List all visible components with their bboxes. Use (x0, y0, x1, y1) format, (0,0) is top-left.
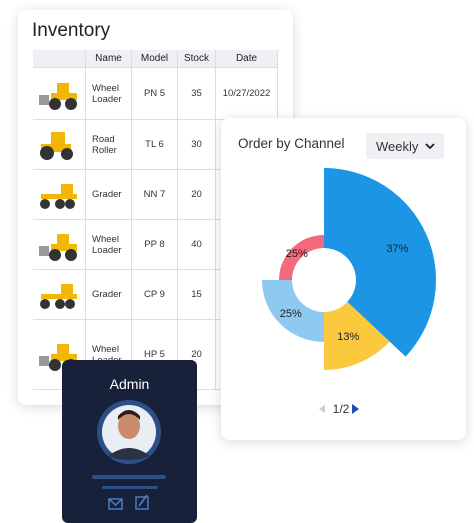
next-page[interactable] (352, 404, 359, 414)
header-cell: Name (86, 50, 132, 68)
admin-graphics (92, 400, 166, 510)
header-cell: Date (216, 50, 278, 68)
image-cell (33, 68, 86, 120)
pie-slice (262, 280, 324, 342)
slice-label: 25% (280, 308, 302, 320)
table-cell: Wheel Loader (86, 68, 132, 120)
prev-page[interactable] (319, 405, 325, 413)
table-cell: TL 6 (132, 120, 178, 170)
period-dropdown[interactable]: Weekly (366, 133, 444, 159)
order-card: Order by Channel Weekly 1/2 37% 13% 25% 25% (221, 118, 466, 440)
mail-icon[interactable] (108, 498, 123, 510)
equipment-icon (39, 82, 77, 110)
table-cell: CP 9 (132, 270, 178, 320)
chevron (425, 143, 436, 150)
pie-slice (324, 301, 390, 370)
slice-label: 37% (386, 243, 408, 255)
equipment-icon (40, 183, 77, 209)
dropdown-label: Weekly (376, 138, 419, 154)
image-cell (33, 120, 86, 170)
slice-label: 13% (337, 331, 359, 343)
table-cell: 15 (178, 270, 216, 320)
image-cell (33, 220, 86, 270)
table-cell: NN 7 (132, 170, 178, 220)
chart: 1/2 37% 13% 25% 25% (262, 168, 437, 416)
table-cell: Grader (86, 170, 132, 220)
table-cell: PP 8 (132, 220, 178, 270)
equipment-icon (40, 283, 77, 309)
header-cell: Stock (178, 50, 216, 68)
equipment-icon (39, 233, 77, 261)
header-cell (33, 50, 86, 68)
admin-title: Admin (109, 376, 150, 392)
table-cell: Grader (86, 270, 132, 320)
equipment-icon (40, 131, 73, 160)
table-cell: PN 5 (132, 68, 178, 120)
table-cell: 10/27/2022 (216, 68, 278, 120)
header-cell: Model (132, 50, 178, 68)
pie-slice (279, 235, 324, 280)
edit-icon[interactable] (135, 496, 149, 510)
image-cell (33, 170, 86, 220)
table-cell: 30 (178, 120, 216, 170)
image-cell (33, 270, 86, 320)
admin-card: Admin (62, 360, 197, 523)
table-cell: 40 (178, 220, 216, 270)
table-cell: Wheel Loader (86, 220, 132, 270)
inventory-title: Inventory (32, 20, 111, 41)
pie-slice (324, 168, 437, 357)
chart-title: Order by Channel (238, 136, 345, 151)
table-cell: 20 (178, 320, 216, 390)
table-cell: 35 (178, 68, 216, 120)
table-cell: 20 (178, 170, 216, 220)
slice-label: 25% (286, 248, 308, 260)
page-indicator: 1/2 (333, 402, 350, 416)
table-cell: Road Roller (86, 120, 132, 170)
